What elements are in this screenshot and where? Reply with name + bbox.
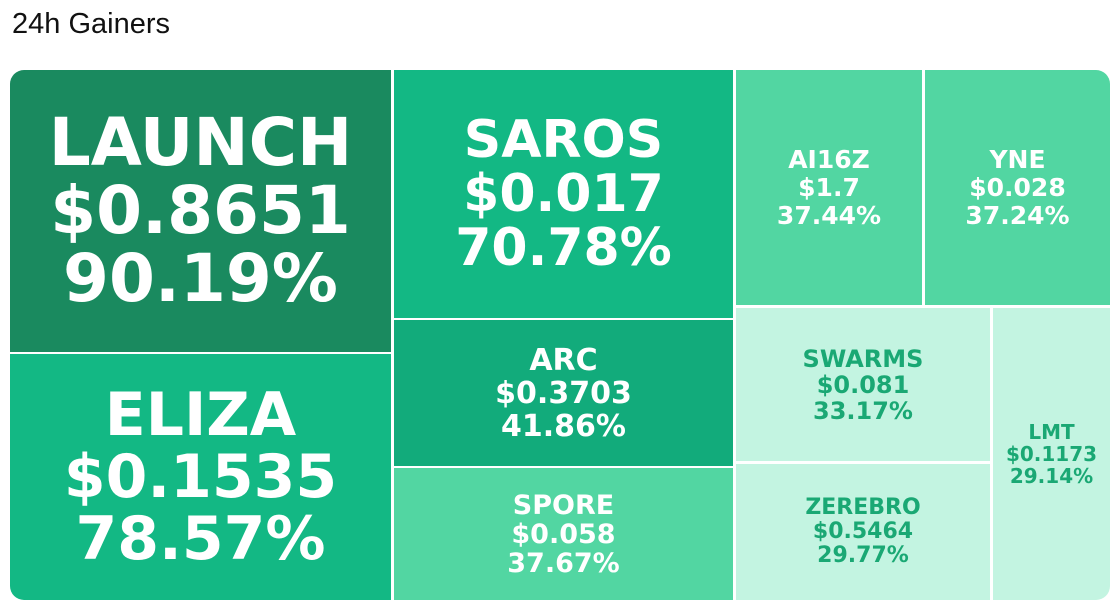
tile-price: $0.058 <box>511 518 616 550</box>
tile-name: SAROS <box>463 110 664 170</box>
tile-change: 37.24% <box>965 200 1070 230</box>
tile-price: $0.017 <box>463 164 664 224</box>
tile-price: $0.5464 <box>812 519 914 544</box>
tile-name: ELIZA <box>104 380 297 450</box>
tile-name: SPORE <box>512 489 615 521</box>
tile-change: 90.19% <box>63 240 338 317</box>
tile-change: 41.86% <box>501 408 626 444</box>
tile-change: 78.57% <box>75 504 326 574</box>
tile-name: LAUNCH <box>48 104 353 181</box>
tile-change: 37.44% <box>776 200 882 230</box>
tile-change: 29.77% <box>817 543 909 568</box>
tile-price: $1.7 <box>798 172 860 202</box>
tile-price: $0.028 <box>969 172 1066 202</box>
tile-name: YNE <box>989 144 1046 174</box>
tile-name: SWARMS <box>802 344 924 373</box>
treemap-tile[interactable]: ARC $0.3703 41.86% <box>394 320 733 466</box>
tile-change: 33.17% <box>813 396 913 425</box>
treemap-tile[interactable]: AI16Z $1.7 37.44% <box>736 70 922 305</box>
section-title: 24h Gainers <box>12 8 170 40</box>
treemap-tile[interactable]: SPORE $0.058 37.67% <box>394 468 733 600</box>
treemap-tile[interactable]: ELIZA $0.1535 78.57% <box>10 354 391 600</box>
treemap-tile[interactable]: LAUNCH $0.8651 90.19% <box>10 70 391 352</box>
tile-change: 29.14% <box>1009 464 1094 488</box>
treemap: LAUNCH $0.8651 90.19% ELIZA $0.1535 78.57% SAR… <box>10 70 1110 600</box>
tile-price: $0.3703 <box>495 375 632 411</box>
tile-price: $0.081 <box>816 370 910 399</box>
tile-change: 70.78% <box>455 218 672 278</box>
treemap-tile[interactable]: SWARMS $0.081 33.17% <box>736 308 990 461</box>
tile-name: ARC <box>529 342 598 378</box>
tile-name: ZEREBRO <box>805 495 921 520</box>
tile-price: $0.8651 <box>50 172 351 249</box>
tile-price: $0.1535 <box>63 442 338 512</box>
treemap-tile[interactable]: SAROS $0.017 70.78% <box>394 70 733 318</box>
tile-change: 37.67% <box>507 547 620 579</box>
treemap-tile[interactable]: LMT $0.1173 29.14% <box>993 308 1110 600</box>
tile-name: AI16Z <box>788 144 870 174</box>
tile-name: LMT <box>1028 420 1075 444</box>
treemap-tile[interactable]: YNE $0.028 37.24% <box>925 70 1110 305</box>
tile-price: $0.1173 <box>1005 442 1098 466</box>
treemap-tile[interactable]: ZEREBRO $0.5464 29.77% <box>736 464 990 600</box>
